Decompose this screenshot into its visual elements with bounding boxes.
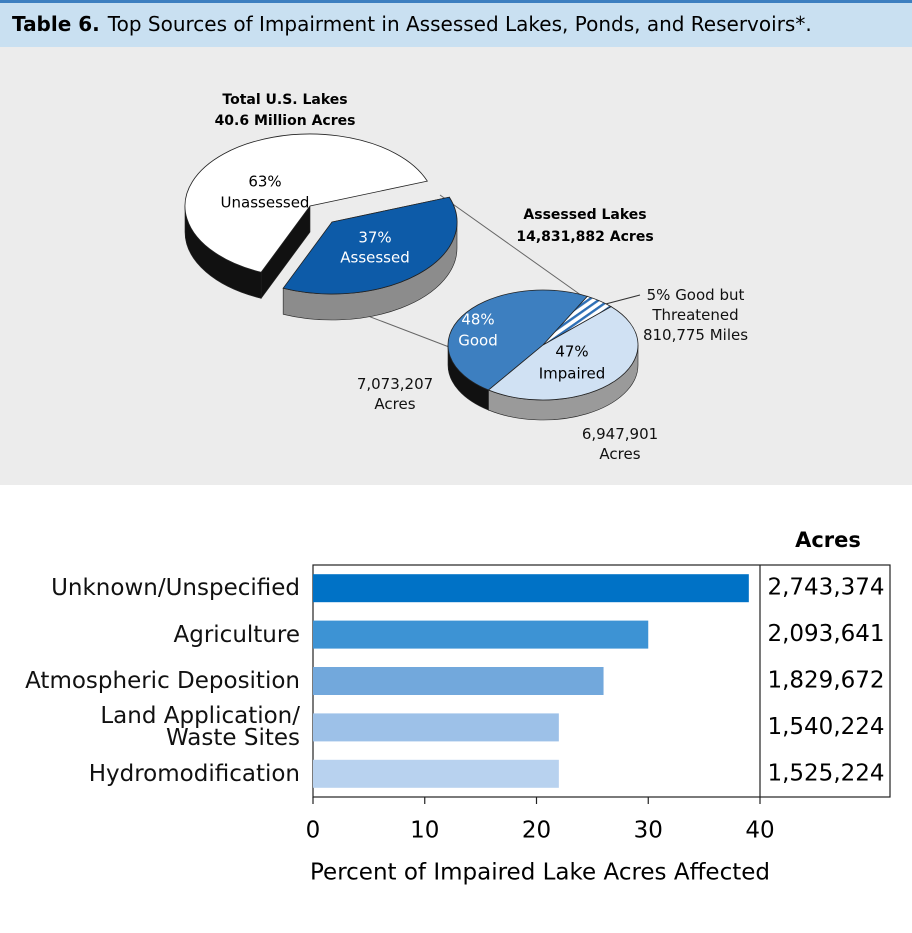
acres-value: 1,540,224 [767, 714, 884, 740]
slice-value-label: 48% [461, 311, 494, 329]
y-tick-label: Unknown/Unspecified [51, 575, 300, 602]
slice-label: Good [458, 332, 498, 350]
threatened-label: 5% Good but Threatened 810,775 Miles [628, 285, 763, 345]
header-label: Table 6. [12, 12, 100, 36]
slice-value-label: 5% [646, 286, 671, 304]
x-tick-label: 0 [306, 818, 321, 844]
slice-value-label: 37% [358, 229, 391, 247]
y-tick-label: Land Application/ Waste Sites [100, 703, 300, 752]
x-tick-label: 30 [634, 818, 663, 844]
pie-slice [184, 133, 428, 273]
slice-annotation: 810,775 Miles [642, 326, 749, 344]
pies [184, 133, 639, 421]
slice-annotation: 6,947,901 Acres [581, 425, 659, 463]
pie-title: Assessed Lakes [523, 207, 646, 223]
slice-label: Unassessed [221, 194, 310, 212]
bar [313, 574, 749, 603]
slice-value-label: 47% [555, 343, 588, 361]
header: Table 6. Top Sources of Impairment in Ass… [12, 12, 812, 36]
pie-subtitle: 14,831,882 Acres [516, 229, 653, 245]
bar [313, 713, 559, 742]
pie-slice [487, 306, 639, 401]
x-axis-label: Percent of Impaired Lake Acres Affected [310, 860, 770, 886]
connector [439, 194, 586, 299]
slice-annotation: 7,073,207 Acres [356, 375, 434, 413]
slice-label: Assessed [340, 249, 410, 267]
slice-label: Good but Threatened [652, 286, 745, 324]
bar [313, 620, 649, 649]
y-tick-label: Hydromodification [88, 760, 300, 787]
acres-value: 2,743,374 [767, 575, 884, 601]
header-rule [0, 0, 912, 3]
acres-value: 2,093,641 [767, 621, 884, 647]
acres-value: 1,525,224 [767, 760, 884, 786]
header-band [0, 0, 912, 47]
pie-title: Total U.S. Lakes [222, 92, 347, 108]
pie-panel [0, 47, 912, 485]
x-tick-label: 40 [745, 818, 774, 844]
pie-subtitle: 40.6 Million Acres [215, 113, 356, 129]
header-title: Top Sources of Impairment in Assessed La… [107, 12, 812, 36]
x-tick-label: 10 [410, 818, 439, 844]
table-header: Acres [795, 528, 861, 552]
bar [313, 759, 559, 788]
pie-slice [447, 289, 589, 391]
x-tick-label: 20 [522, 818, 551, 844]
acres-value: 1,829,672 [767, 668, 884, 694]
bar [313, 667, 604, 695]
y-tick-label: Agriculture [173, 621, 301, 648]
slice-label: Impaired [539, 365, 606, 383]
pie-slice [282, 196, 458, 295]
slice-value-label: 63% [248, 173, 281, 191]
y-tick-label: Atmospheric Deposition [25, 668, 300, 694]
